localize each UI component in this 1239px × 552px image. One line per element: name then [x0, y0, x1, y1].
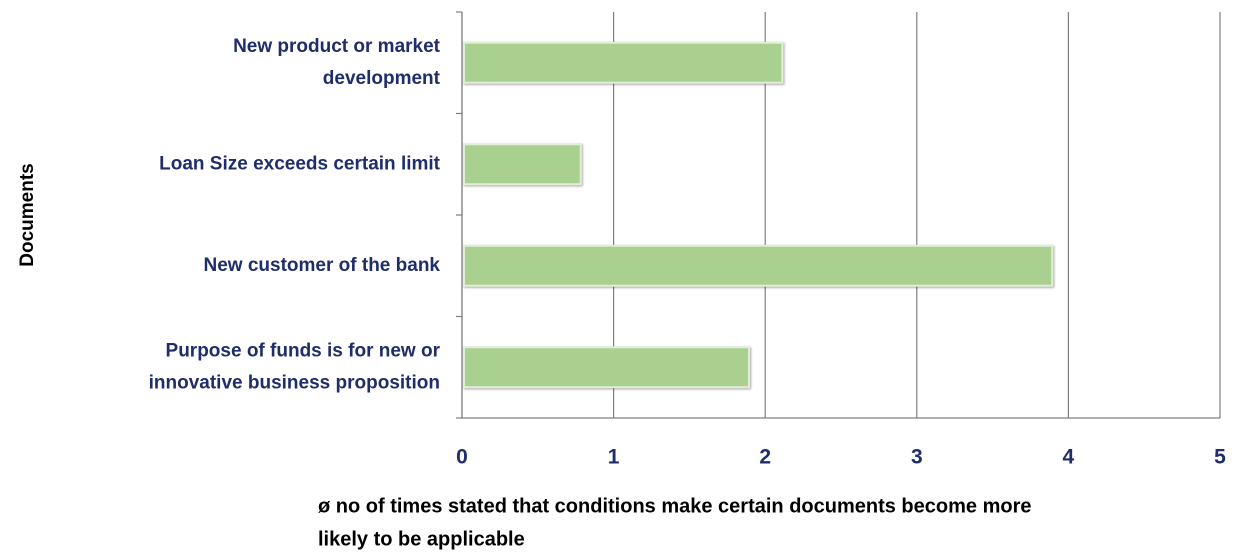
x-tick-label: 3	[911, 446, 923, 469]
y-tick-label: New customer of the bank	[204, 255, 441, 276]
y-tick-label: New product or market	[233, 36, 441, 57]
bar	[463, 346, 751, 389]
x-axis-label: likely to be applicable	[318, 528, 525, 550]
x-tick-label: 0	[456, 446, 468, 469]
y-axis-label: Documents	[17, 163, 38, 266]
x-tick-label: 5	[1214, 446, 1226, 469]
x-tick-label: 2	[759, 446, 771, 469]
y-tick-label: innovative business proposition	[149, 372, 440, 393]
bar	[463, 41, 784, 84]
y-tick-label: Purpose of funds is for new or	[166, 340, 441, 361]
x-tick-label: 1	[608, 446, 620, 469]
bar	[463, 143, 582, 186]
y-tick-label: development	[323, 68, 441, 89]
bar	[463, 244, 1054, 287]
x-axis-label: ø no of times stated that conditions mak…	[318, 495, 1031, 517]
y-tick-label: Loan Size exceeds certain limit	[159, 153, 441, 174]
x-tick-label: 4	[1063, 446, 1075, 469]
